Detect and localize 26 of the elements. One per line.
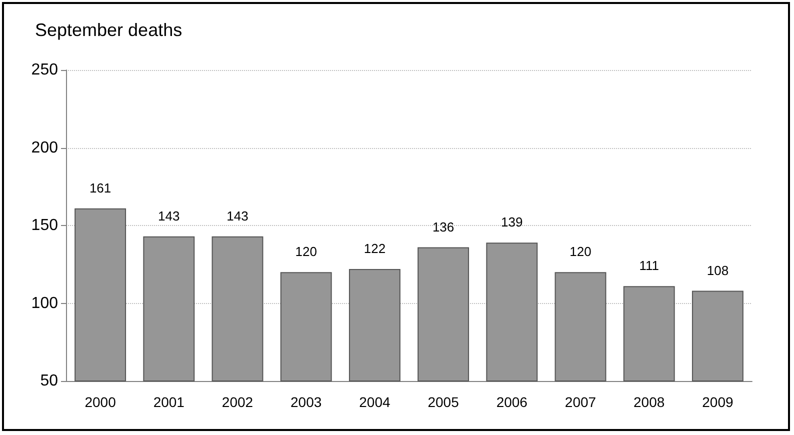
data-label: 136 <box>432 219 454 234</box>
x-tick-label: 2006 <box>496 394 528 410</box>
data-label: 120 <box>295 244 317 260</box>
data-label: 143 <box>226 208 248 224</box>
data-label: 161 <box>89 180 112 196</box>
data-label: 139 <box>501 214 523 230</box>
data-label: 111 <box>639 258 659 274</box>
data-label: 143 <box>158 208 180 224</box>
x-tick-label: 2001 <box>153 394 185 410</box>
y-tick-label: 200 <box>31 139 58 156</box>
y-tick-label: 150 <box>31 217 58 234</box>
data-label: 108 <box>706 262 729 278</box>
x-tick-label: 2009 <box>702 394 734 410</box>
x-tick-label: 2003 <box>290 394 322 410</box>
x-tick-label: 2000 <box>84 394 116 410</box>
y-tick-label: 100 <box>31 294 58 312</box>
x-tick-label: 2004 <box>359 394 390 410</box>
y-tick-label: 250 <box>31 62 58 78</box>
x-tick-label: 2005 <box>428 394 460 410</box>
data-label: 120 <box>570 244 592 260</box>
x-tick-label: 2007 <box>564 394 596 410</box>
x-tick-label: 2008 <box>634 394 665 410</box>
y-tick-label: 50 <box>40 372 58 390</box>
data-label: 122 <box>364 241 386 256</box>
x-tick-label: 2002 <box>222 394 254 410</box>
chart-title: September deaths <box>35 20 182 40</box>
